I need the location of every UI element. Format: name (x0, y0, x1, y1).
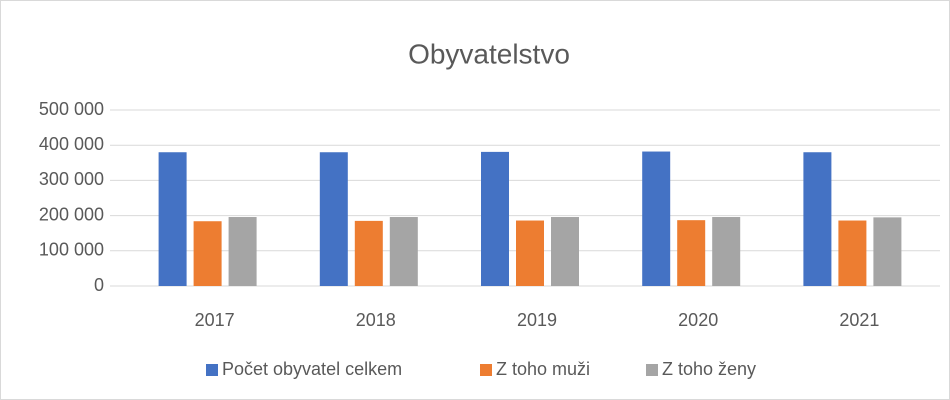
legend-label: Počet obyvatel celkem (222, 359, 402, 379)
bar (838, 220, 867, 286)
legend-swatch (480, 364, 492, 376)
bar (389, 217, 418, 286)
bar (481, 151, 509, 286)
y-tick-label: 500 000 (39, 99, 104, 119)
bar (873, 217, 902, 286)
bar (319, 152, 348, 286)
y-tick-label: 300 000 (39, 169, 104, 189)
y-tick-label: 200 000 (39, 204, 104, 224)
x-tick-label: 2019 (517, 310, 557, 330)
bar (803, 152, 832, 286)
y-tick-label: 100 000 (39, 240, 104, 260)
y-tick-label: 400 000 (39, 134, 104, 154)
legend-label: Z toho ženy (662, 359, 756, 379)
bar (158, 152, 187, 286)
bar (354, 220, 383, 286)
x-tick-label: 2017 (195, 310, 235, 330)
bar (551, 217, 579, 286)
bar (712, 217, 741, 286)
bar (193, 221, 222, 286)
chart-title: Obyvatelstvo (408, 38, 570, 69)
bar (516, 220, 544, 286)
x-tick-label: 2020 (678, 310, 718, 330)
legend-swatch (206, 364, 218, 376)
x-tick-label: 2018 (356, 310, 396, 330)
legend-label: Z toho muži (496, 359, 590, 379)
bar (642, 151, 671, 286)
bar (677, 220, 706, 286)
bar (228, 217, 257, 286)
legend-swatch (646, 364, 658, 376)
x-tick-label: 2021 (839, 310, 879, 330)
y-tick-label: 0 (94, 275, 104, 295)
